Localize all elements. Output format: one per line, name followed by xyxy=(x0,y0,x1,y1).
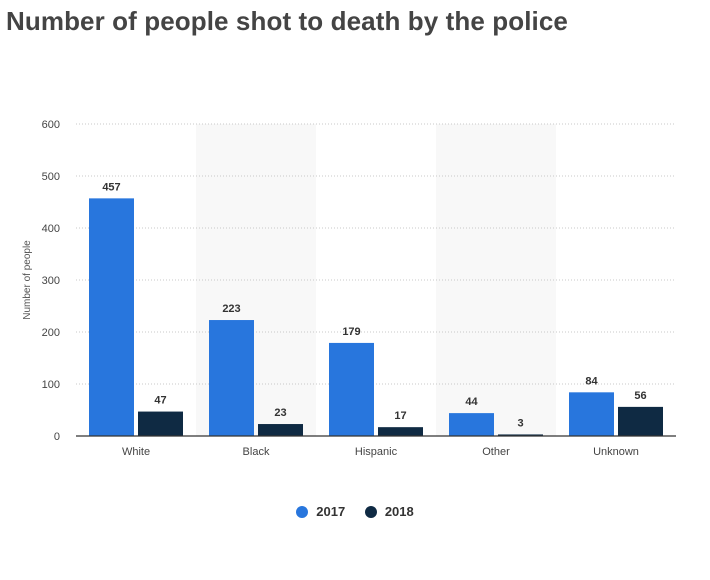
data-label: 44 xyxy=(465,396,478,408)
chart-title: Number of people shot to death by the po… xyxy=(6,6,568,36)
bar-2017-unknown xyxy=(569,392,614,436)
y-tick-label: 500 xyxy=(42,171,60,183)
legend-label-2018: 2018 xyxy=(384,504,414,519)
x-tick-label: Other xyxy=(482,446,510,458)
y-axis-label: Number of people xyxy=(22,240,33,320)
legend-swatch-2017 xyxy=(296,505,309,518)
x-tick-label: Unknown xyxy=(593,446,639,458)
legend-item-2017[interactable]: 2017 xyxy=(296,504,345,519)
legend: 2017 2018 xyxy=(0,504,710,521)
bar-chart: 0 100 200 300 400 500 600 Number of people 457 47… xyxy=(22,119,676,458)
x-tick-label: White xyxy=(122,446,150,458)
bar-2017-hispanic xyxy=(329,342,374,436)
data-label: 23 xyxy=(274,407,286,419)
x-tick-label: Black xyxy=(243,446,270,458)
bar-2017-white xyxy=(89,198,134,436)
data-label: 3 xyxy=(517,417,523,429)
bar-2018-white xyxy=(138,411,183,436)
y-tick-label: 300 xyxy=(42,275,60,287)
legend-item-2018[interactable]: 2018 xyxy=(364,504,414,519)
data-label: 84 xyxy=(585,375,598,387)
data-label: 47 xyxy=(154,395,166,407)
data-label: 223 xyxy=(222,303,240,315)
bar-2018-unknown xyxy=(618,406,663,436)
bar-2018-black xyxy=(258,424,303,436)
data-label: 56 xyxy=(634,390,646,402)
x-tick-label: Hispanic xyxy=(355,446,398,458)
y-tick-label: 200 xyxy=(42,327,60,339)
data-label: 179 xyxy=(342,326,360,338)
data-label: 457 xyxy=(102,181,120,193)
y-tick-label: 400 xyxy=(42,223,60,235)
legend-swatch-2018 xyxy=(364,505,377,518)
data-label: 17 xyxy=(394,410,406,422)
bar-2017-other xyxy=(449,413,494,436)
legend-label-2017: 2017 xyxy=(316,504,346,519)
y-tick-label: 600 xyxy=(42,119,60,131)
bar-2017-black xyxy=(209,320,254,436)
y-tick-label: 0 xyxy=(54,431,60,443)
y-tick-label: 100 xyxy=(42,379,60,391)
bar-2018-hispanic xyxy=(378,427,423,436)
bar-2018-other xyxy=(498,434,543,436)
